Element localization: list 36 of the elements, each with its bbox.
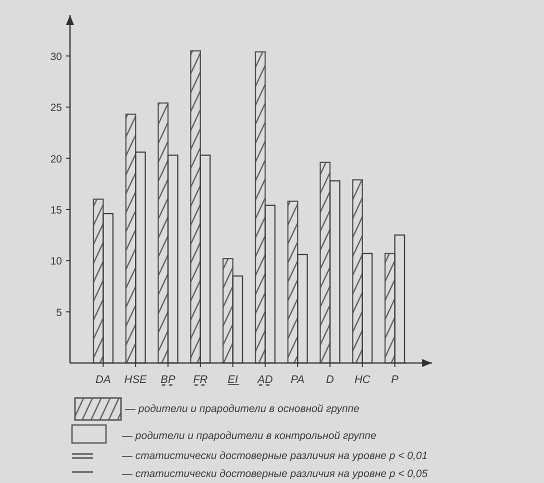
- x-tick-label: HSE: [124, 374, 148, 386]
- x-tick-label: F̳R̳: [193, 374, 208, 386]
- x-tick-label: HC: [354, 374, 370, 386]
- text: — статистически достоверные различия на уровне p < 0,01: [121, 450, 428, 462]
- bar: [362, 252, 373, 364]
- x-tick-label: B̳P̳: [160, 374, 176, 386]
- bar: [190, 50, 201, 364]
- y-tick-label: 10: [50, 256, 62, 268]
- x-tick-label: PA: [290, 374, 305, 386]
- y-tick-label: 15: [50, 204, 62, 216]
- bar: [254, 51, 266, 364]
- bar: [287, 200, 298, 364]
- x-tick-label: P: [391, 374, 400, 386]
- bar: [394, 234, 406, 364]
- bar: [102, 212, 114, 364]
- x-tick-label: E̲I̲: [227, 374, 240, 386]
- bar: [264, 204, 276, 364]
- y-tick-label: 25: [50, 102, 62, 114]
- bar: [200, 154, 211, 364]
- bar: [158, 102, 169, 364]
- y-tick-label: 5: [56, 306, 62, 319]
- y-tick-label: 20: [50, 153, 62, 166]
- y-tick-label: 30: [50, 50, 62, 63]
- bar: [297, 254, 308, 364]
- x-tick-label: DA: [96, 374, 111, 386]
- legend-label: — родители и прародители в основной группе: [124, 403, 360, 415]
- bar: [167, 154, 178, 364]
- legend-label: — родители и прародители в контрольной группе: [121, 430, 376, 442]
- x-tick-label: A̳D̳: [256, 374, 273, 386]
- bar: [135, 152, 146, 364]
- bar: [329, 180, 340, 364]
- text: — статистически достоверные различия на уровне p < 0,05: [121, 468, 428, 480]
- bar: [352, 179, 363, 364]
- bar: [232, 275, 244, 364]
- bar: [320, 162, 331, 364]
- x-tick-label: D: [326, 374, 334, 386]
